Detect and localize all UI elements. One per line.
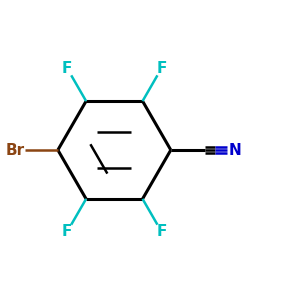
Text: N: N xyxy=(228,142,241,158)
Text: Br: Br xyxy=(5,142,24,158)
Text: F: F xyxy=(62,61,72,76)
Text: F: F xyxy=(156,224,167,239)
Text: F: F xyxy=(62,224,72,239)
Text: F: F xyxy=(156,61,167,76)
